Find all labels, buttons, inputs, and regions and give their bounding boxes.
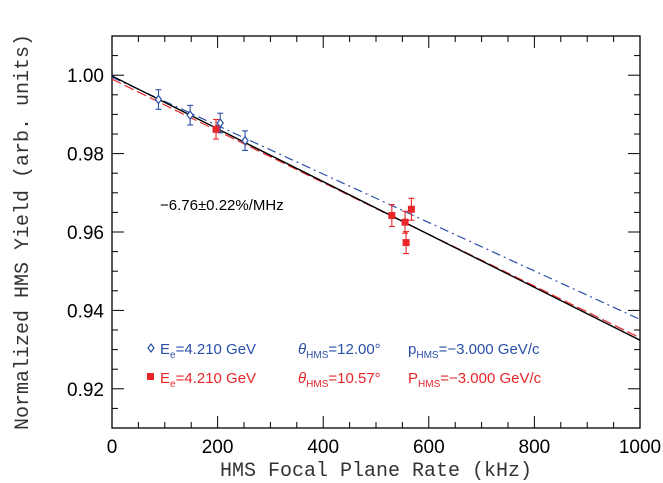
svg-text:θHMS=12.00°: θHMS=12.00°	[298, 341, 381, 361]
fit-slope-annotation: −6.76±0.22%/MHz	[160, 197, 284, 214]
legend-blue-e-val: =4.210 GeV	[176, 341, 256, 358]
svg-text:θHMS=10.57°: θHMS=10.57°	[298, 370, 381, 390]
y-tick-labels: 0.92 0.94 0.96 0.98 1.00	[67, 66, 104, 401]
data-point-diamond	[154, 94, 163, 105]
y-tick-label: 0.96	[67, 223, 104, 244]
y-tick-label: 0.94	[67, 301, 104, 322]
legend-blue-theta: θ	[298, 341, 306, 358]
x-tick-labels: 0 200 400 600 800 1000	[107, 437, 661, 458]
x-tick-label: 400	[307, 437, 339, 458]
data-point-square	[407, 205, 415, 213]
fit-line-series-0	[112, 76, 640, 320]
data-point-square	[212, 125, 220, 133]
svg-text:Ee=4.210 GeV: Ee=4.210 GeV	[160, 370, 256, 390]
y-axis-label: Normalized HMS Yield (arb. units)	[12, 34, 35, 430]
legend-red-p-val: =−3.000 GeV/c	[440, 370, 541, 387]
data-points	[154, 89, 415, 255]
data-point-diamond	[186, 110, 194, 121]
legend-blue-e: E	[160, 341, 170, 358]
legend-red-e-val: =4.210 GeV	[176, 370, 256, 387]
legend-red-theta: θ	[298, 370, 306, 387]
legend-marker-diamond	[147, 343, 155, 353]
fit-lines	[112, 75, 640, 341]
data-point-square	[388, 212, 396, 220]
axis-ticks	[111, 35, 641, 429]
legend-blue-e-sub: e	[170, 350, 176, 361]
data-point-diamond	[241, 135, 249, 146]
x-tick-label: 200	[202, 437, 234, 458]
legend-marker-square	[147, 373, 154, 380]
legend-entry-red: Ee=4.210 GeV θHMS=10.57° PHMS=−3.000 GeV…	[147, 370, 542, 390]
data-point-square	[402, 239, 410, 247]
legend-red-p: P	[408, 370, 418, 387]
legend-red-theta-sub: HMS	[306, 379, 329, 390]
svg-text:PHMS=−3.000 GeV/c: PHMS=−3.000 GeV/c	[408, 370, 542, 390]
y-tick-label: 0.98	[67, 145, 104, 166]
x-tick-label: 600	[413, 437, 445, 458]
legend-blue-p: p	[408, 341, 416, 358]
fit-line-combined	[112, 75, 640, 341]
legend-blue-theta-sub: HMS	[306, 350, 329, 361]
legend-red-p-sub: HMS	[418, 379, 441, 390]
legend-red-e-sub: e	[170, 379, 176, 390]
legend-entry-blue: Ee=4.210 GeV θHMS=12.00° pHMS=−3.000 GeV…	[147, 341, 540, 361]
x-axis-label: HMS Focal Plane Rate (kHz)	[220, 460, 532, 483]
legend-red-theta-val: =10.57°	[328, 370, 380, 387]
x-tick-label: 1000	[619, 437, 661, 458]
svg-text:Ee=4.210 GeV: Ee=4.210 GeV	[160, 341, 256, 361]
svg-text:pHMS=−3.000 GeV/c: pHMS=−3.000 GeV/c	[408, 341, 540, 361]
x-tick-label: 0	[107, 437, 118, 458]
legend-red-e: E	[160, 370, 170, 387]
data-point-square	[401, 218, 409, 226]
legend-blue-theta-val: =12.00°	[328, 341, 380, 358]
legend-blue-p-sub: HMS	[416, 350, 439, 361]
data-point-diamond	[216, 118, 224, 129]
x-tick-label: 800	[519, 437, 551, 458]
y-tick-label: 0.92	[67, 380, 104, 401]
legend-blue-p-val: =−3.000 GeV/c	[439, 341, 540, 358]
y-tick-label: 1.00	[67, 66, 104, 87]
